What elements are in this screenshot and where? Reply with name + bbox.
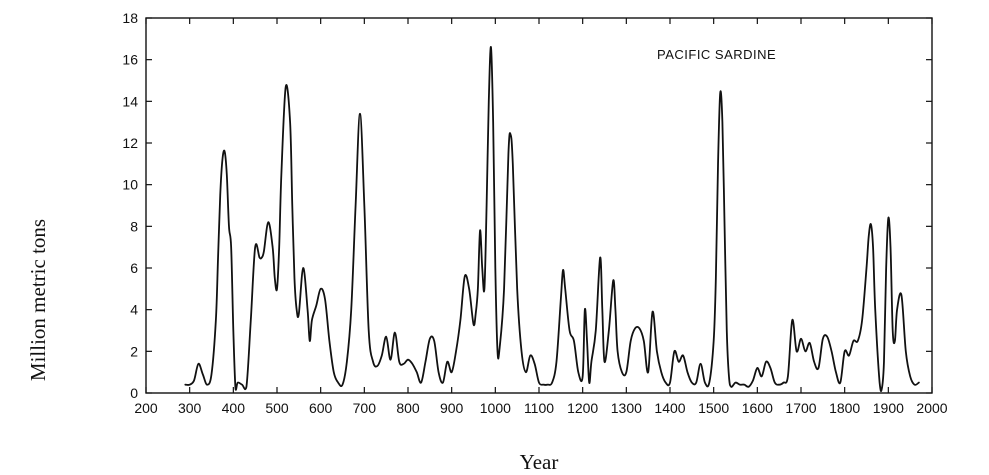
y-tick-label: 4 <box>130 302 138 318</box>
x-tick-label: 300 <box>178 400 202 416</box>
x-tick-label: 600 <box>309 400 333 416</box>
y-axis-title: Million metric tons <box>26 219 50 381</box>
x-tick-label: 1300 <box>611 400 642 416</box>
x-tick-label: 1000 <box>480 400 511 416</box>
x-tick-label: 400 <box>222 400 246 416</box>
y-tick-label: 10 <box>122 177 138 193</box>
x-tick-label: 700 <box>353 400 377 416</box>
x-axis-tick-labels: 200 300 400 500 600 700 800 900 1000 1100 1200 1300… <box>134 400 947 416</box>
y-tick-label: 14 <box>122 93 138 109</box>
y-tick-label: 18 <box>122 10 138 26</box>
x-tick-label: 500 <box>265 400 289 416</box>
x-tick-label: 1900 <box>873 400 904 416</box>
x-tick-label: 800 <box>396 400 420 416</box>
x-tick-label: 1800 <box>829 400 860 416</box>
x-tick-label: 2000 <box>916 400 947 416</box>
y-tick-label: 0 <box>130 385 138 401</box>
x-tick-label: 1200 <box>567 400 598 416</box>
x-tick-label: 1100 <box>524 400 554 416</box>
x-tick-label: 200 <box>134 400 158 416</box>
y-tick-label: 12 <box>122 135 138 151</box>
y-axis-tick-labels: 0 2 4 6 8 10 12 14 16 18 <box>122 10 138 401</box>
x-tick-label: 1500 <box>698 400 729 416</box>
series-line <box>184 46 920 393</box>
y-tick-label: 16 <box>122 52 138 68</box>
x-axis-title: Year <box>520 450 559 474</box>
x-tick-label: 1700 <box>785 400 816 416</box>
x-axis-ticks <box>145 18 933 393</box>
plot-frame <box>145 17 933 394</box>
x-tick-label: 1400 <box>654 400 685 416</box>
x-tick-label: 1600 <box>742 400 773 416</box>
x-tick-label: 900 <box>440 400 464 416</box>
y-tick-label: 8 <box>130 218 138 234</box>
chart-annotation: PACIFIC SARDINE <box>657 47 776 62</box>
y-tick-label: 6 <box>130 260 138 276</box>
y-axis-ticks <box>146 17 932 394</box>
y-tick-label: 2 <box>130 343 138 359</box>
